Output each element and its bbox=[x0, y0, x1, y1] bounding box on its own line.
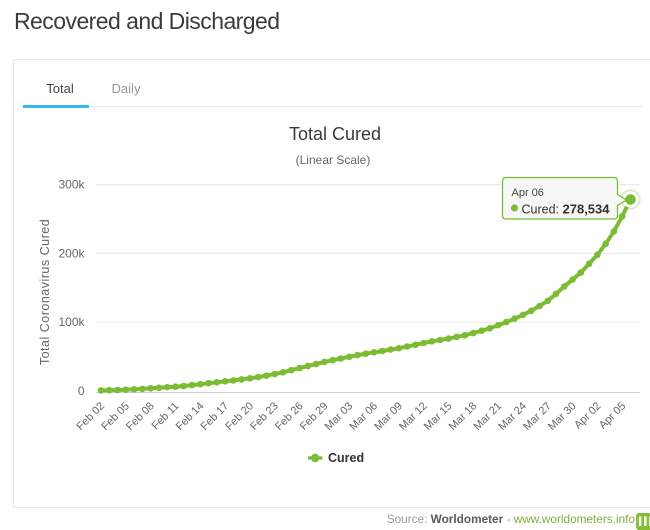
svg-text:0: 0 bbox=[78, 384, 85, 398]
svg-text:Apr 05: Apr 05 bbox=[597, 400, 628, 431]
svg-text:Total Cured: Total Cured bbox=[289, 124, 381, 144]
svg-text:Apr 02: Apr 02 bbox=[572, 400, 603, 431]
svg-text:Cured: 278,534: Cured: 278,534 bbox=[522, 202, 611, 217]
svg-text:Mar 30: Mar 30 bbox=[546, 400, 579, 433]
svg-text:Feb 08: Feb 08 bbox=[124, 400, 157, 433]
svg-text:100k: 100k bbox=[58, 315, 85, 329]
svg-text:Cured: Cured bbox=[328, 451, 364, 465]
svg-text:300k: 300k bbox=[58, 178, 85, 192]
svg-text:Apr 06: Apr 06 bbox=[512, 187, 544, 199]
svg-text:Total Coronavirus Cured: Total Coronavirus Cured bbox=[38, 219, 52, 365]
svg-text:200k: 200k bbox=[58, 246, 85, 260]
svg-text:(Linear Scale): (Linear Scale) bbox=[296, 153, 371, 167]
